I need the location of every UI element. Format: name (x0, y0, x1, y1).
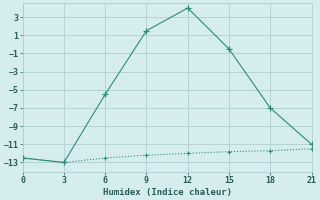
X-axis label: Humidex (Indice chaleur): Humidex (Indice chaleur) (103, 188, 232, 197)
